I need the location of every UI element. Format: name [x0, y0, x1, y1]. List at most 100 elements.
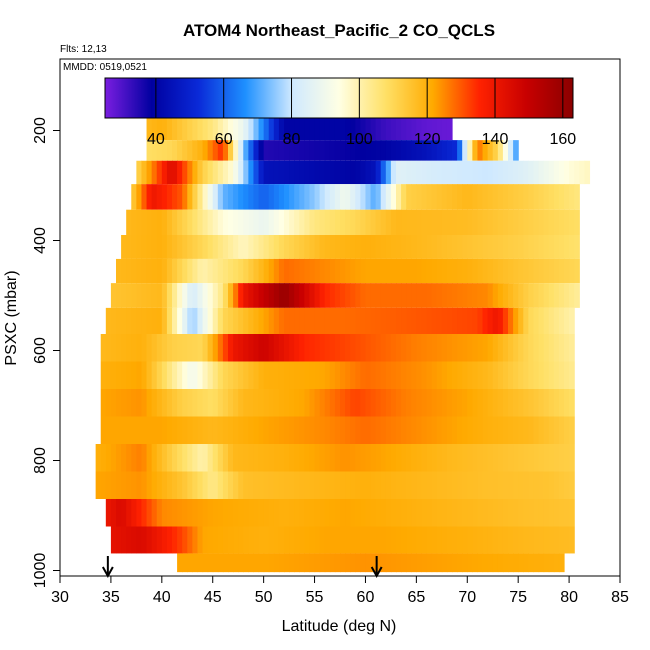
- heatmap-cell: [457, 444, 463, 472]
- heatmap-cell: [319, 334, 326, 362]
- heatmap-cell: [263, 416, 270, 444]
- heatmap-cell: [177, 160, 183, 185]
- heatmap-cell: [401, 471, 407, 499]
- heatmap-cell: [284, 444, 290, 472]
- heatmap-cell: [564, 283, 570, 308]
- heatmap-cell: [477, 361, 484, 389]
- heatmap-cell: [299, 283, 305, 308]
- heatmap-cell: [380, 553, 387, 573]
- heatmap-cell: [136, 416, 143, 444]
- heatmap-cell: [243, 118, 249, 141]
- heatmap-cell: [289, 389, 295, 417]
- heatmap-cell: [472, 209, 479, 235]
- heatmap-cell: [558, 361, 565, 389]
- heatmap-cell: [228, 140, 234, 161]
- heatmap-cell: [360, 283, 367, 308]
- heatmap-cell: [192, 209, 199, 235]
- heatmap-cell: [558, 184, 565, 210]
- heatmap-cell: [192, 499, 199, 527]
- heatmap-cell: [172, 235, 178, 259]
- heatmap-cell: [462, 283, 468, 308]
- heatmap-cell: [340, 258, 346, 284]
- heatmap-cell: [574, 258, 580, 284]
- heatmap-cell: [314, 258, 321, 284]
- heatmap-cell: [309, 160, 316, 185]
- heatmap-cell: [533, 416, 540, 444]
- heatmap-cell: [228, 184, 234, 210]
- heatmap-cell: [579, 160, 585, 185]
- heatmap-cell: [385, 389, 392, 417]
- heatmap-cell: [172, 307, 178, 334]
- heatmap-cell: [390, 118, 397, 141]
- heatmap-cell: [263, 471, 270, 499]
- heatmap-cell: [202, 361, 209, 389]
- heatmap-cell: [253, 140, 260, 161]
- heatmap-cell: [207, 471, 214, 499]
- heatmap-cell: [146, 307, 153, 334]
- heatmap-cell: [233, 361, 239, 389]
- heatmap-cell: [375, 118, 382, 141]
- heatmap-cell: [309, 184, 316, 210]
- heatmap-cell: [334, 334, 341, 362]
- heatmap-cell: [523, 499, 529, 527]
- heatmap-cell: [497, 258, 504, 284]
- heatmap-cell: [207, 389, 214, 417]
- heatmap-layer: [105, 499, 575, 527]
- heatmap-cell: [278, 184, 285, 210]
- heatmap-cell: [329, 258, 336, 284]
- heatmap-cell: [523, 444, 529, 472]
- heatmap-cell: [233, 209, 239, 235]
- heatmap-cell: [523, 283, 529, 308]
- heatmap-cell: [228, 389, 234, 417]
- heatmap-cell: [314, 361, 321, 389]
- heatmap-cell: [441, 526, 448, 554]
- heatmap-cell: [446, 334, 453, 362]
- heatmap-cell: [182, 307, 188, 334]
- heatmap-cell: [431, 118, 438, 141]
- heatmap-cell: [492, 258, 499, 284]
- heatmap-cell: [253, 389, 260, 417]
- heatmap-cell: [263, 361, 270, 389]
- heatmap-cell: [314, 235, 321, 259]
- x-tick-label: 75: [509, 589, 527, 606]
- heatmap-cell: [304, 471, 311, 499]
- heatmap-cell: [401, 283, 407, 308]
- heatmap-cell: [385, 553, 392, 573]
- heatmap-cell: [523, 209, 529, 235]
- heatmap-cell: [406, 499, 412, 527]
- heatmap-cell: [309, 526, 316, 554]
- heatmap-cell: [156, 258, 163, 284]
- heatmap-cell: [273, 553, 280, 573]
- heatmap-cell: [228, 258, 234, 284]
- heatmap-cell: [146, 334, 153, 362]
- heatmap-cell: [508, 499, 514, 527]
- heatmap-cell: [329, 416, 336, 444]
- heatmap-cell: [243, 334, 249, 362]
- heatmap-cell: [421, 209, 428, 235]
- heatmap-cell: [192, 361, 199, 389]
- heatmap-cell: [523, 361, 529, 389]
- heatmap-cell: [243, 553, 249, 573]
- heatmap-cell: [294, 499, 300, 527]
- heatmap-cell: [212, 118, 219, 141]
- heatmap-cell: [360, 209, 367, 235]
- heatmap-cell: [370, 334, 377, 362]
- heatmap-cell: [513, 258, 519, 284]
- heatmap-cell: [497, 160, 504, 185]
- heatmap-cell: [492, 307, 499, 334]
- heatmap-cell: [411, 258, 417, 284]
- heatmap-cell: [482, 499, 489, 527]
- heatmap-cell: [263, 118, 270, 141]
- heatmap-cell: [508, 553, 514, 573]
- heatmap-cell: [421, 553, 428, 573]
- heatmap-cell: [233, 499, 239, 527]
- heatmap-cell: [472, 334, 479, 362]
- heatmap-cell: [238, 553, 244, 573]
- heatmap-cell: [401, 526, 407, 554]
- x-tick-label: 65: [407, 589, 425, 606]
- heatmap-cell: [299, 160, 305, 185]
- heatmap-cell: [202, 209, 209, 235]
- heatmap-cell: [564, 526, 570, 554]
- heatmap-cell: [502, 209, 509, 235]
- heatmap-cell: [355, 235, 361, 259]
